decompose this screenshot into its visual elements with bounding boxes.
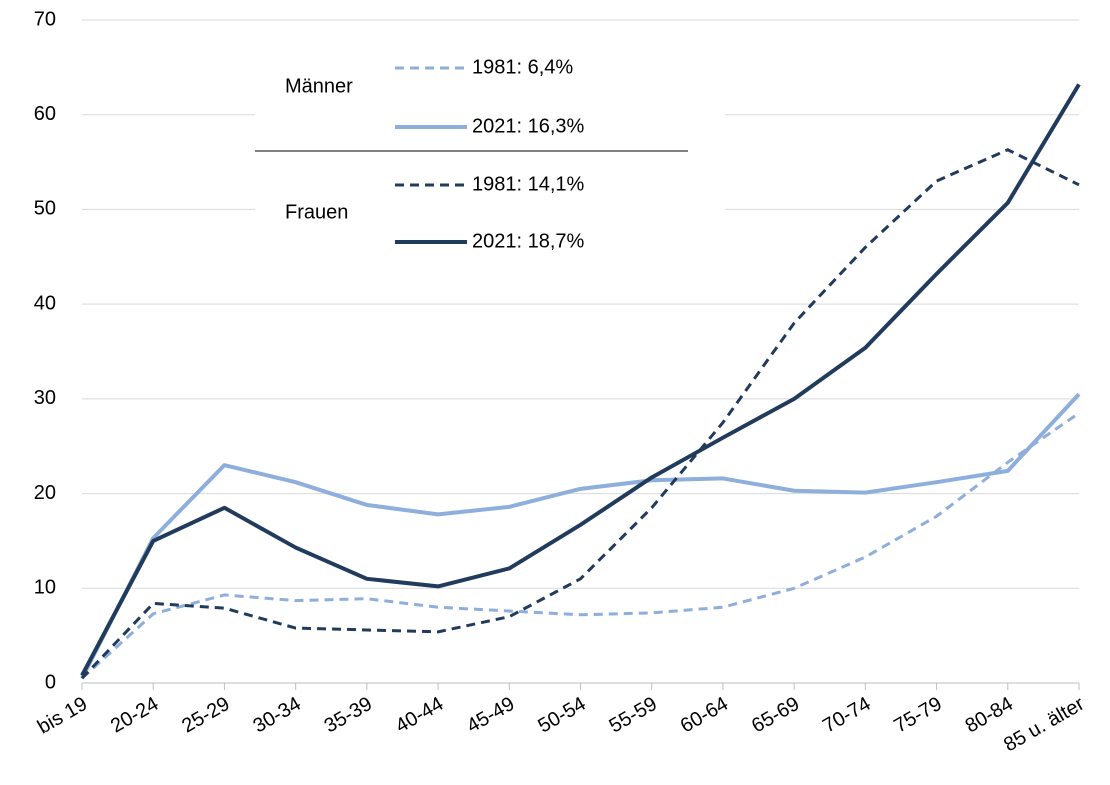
data-line [80,392,1081,680]
x-tick-label: 30-34 [249,693,304,738]
y-tick-label: 60 [34,103,56,125]
x-tick-label: 75-79 [890,693,945,738]
x-tick-label: 55-59 [606,693,661,738]
x-tick-label: 60-64 [677,693,732,738]
legend-group: Frauen [285,201,348,223]
legend-box [255,40,725,265]
x-tick-label: 80-84 [962,693,1017,738]
x-tick-label: 35-39 [321,693,376,738]
data-line [80,148,1080,680]
y-tick-label: 50 [34,198,56,220]
x-tick-label: 40-44 [392,693,447,738]
legend-label: 2021: 16,3% [472,115,585,137]
legend-label: 2021: 18,7% [472,230,585,252]
x-tick-label: bis 19 [34,693,91,739]
legend: 1981: 6,4% 2021: 16,3% 1981: 14,1% 2021: 18… [255,40,725,265]
legend-label: 1981: 6,4% [472,56,573,78]
y-tick-label: 0 [45,671,56,693]
data-line [80,411,1080,680]
legend-group: Männer [285,75,353,97]
x-tick-label: 20-24 [107,693,162,738]
x-tick-label: 25-29 [178,693,233,738]
x-tick-label: 45-49 [463,693,518,738]
y-tick-label: 30 [34,387,56,409]
x-tick-label: 85 u. älter [1000,693,1088,757]
data-line [80,83,1081,677]
x-tick-label: 65-69 [748,693,803,738]
legend-label: 1981: 14,1% [472,173,585,195]
x-tick-label: 50-54 [534,693,589,738]
y-tick-label: 70 [34,8,56,30]
y-tick-label: 10 [34,577,56,599]
x-tick-label: 70-74 [819,693,874,738]
y-tick-label: 20 [34,482,56,504]
y-tick-label: 40 [34,292,56,314]
